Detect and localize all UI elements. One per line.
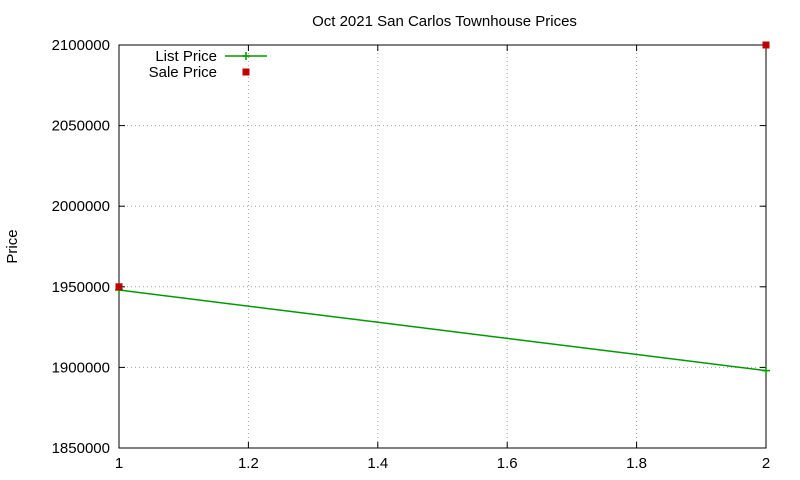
axis-ticks: 1 1.2 1.4 1.6 1.8 2 1850000 1900000 1950000 20000… (52, 37, 771, 472)
x-tick-label: 1 (115, 455, 123, 472)
x-tick-label: 2 (762, 455, 770, 472)
legend-item: Sale Price (149, 64, 250, 81)
y-tick-label: 2050000 (52, 118, 110, 135)
legend-label: List Price (155, 48, 217, 65)
legend-item: List Price (155, 48, 267, 65)
y-tick-label: 1850000 (52, 440, 110, 457)
series-line (118, 289, 767, 372)
data-point (762, 41, 770, 49)
legend-label: Sale Price (149, 64, 217, 81)
plot-frame (118, 44, 767, 449)
y-axis-label: Price (4, 229, 21, 263)
series-sale-price (115, 41, 770, 291)
x-tick-label: 1.4 (367, 455, 388, 472)
y-tick-label: 1950000 (52, 279, 110, 296)
series-layer (115, 41, 770, 375)
y-tick-label: 2100000 (52, 37, 110, 54)
x-tick-label: 1.8 (626, 455, 647, 472)
data-point (762, 366, 770, 375)
legend-marker (242, 52, 250, 60)
legend-swatch (242, 68, 250, 76)
grid-lines (119, 45, 766, 448)
data-point (115, 283, 123, 291)
y-tick-label: 1900000 (52, 359, 110, 376)
chart-title: Oct 2021 San Carlos Townhouse Prices (312, 13, 577, 30)
x-tick-label: 1.6 (497, 455, 518, 472)
x-tick-label: 1.2 (238, 455, 259, 472)
series-list-price (115, 286, 770, 375)
y-tick-label: 2000000 (52, 198, 110, 215)
